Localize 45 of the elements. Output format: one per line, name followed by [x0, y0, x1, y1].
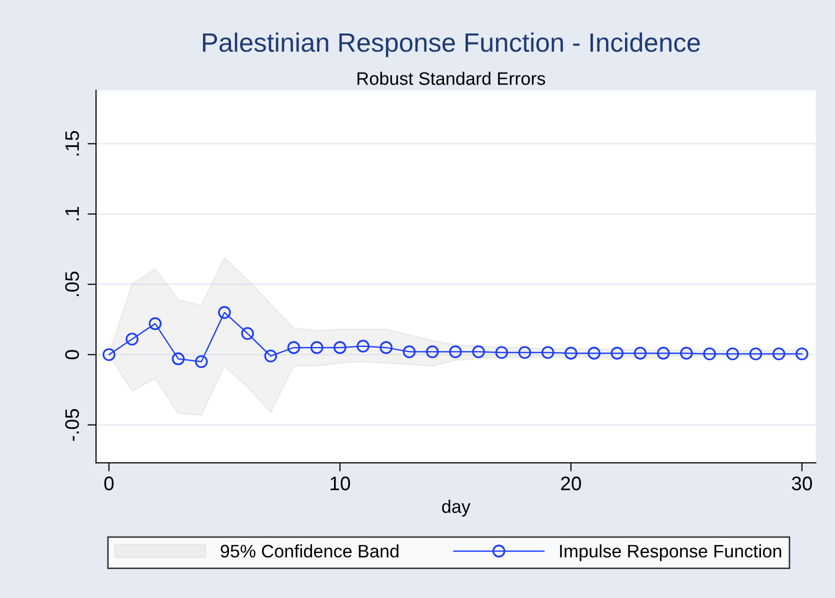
- point: [564, 346, 578, 360]
- y-tick-label: .15: [65, 131, 79, 156]
- text: Impulse Response Function: [560, 544, 782, 562]
- y-tick-label: .05: [65, 272, 79, 296]
- point: [310, 341, 324, 354]
- chart-subtitle: Robust Standard Errors: [358, 72, 546, 85]
- point: [449, 345, 462, 358]
- point: [772, 348, 786, 360]
- point: [426, 345, 439, 358]
- point: [588, 346, 600, 360]
- text: 95% Confidence Band: [220, 544, 398, 558]
- point: [656, 346, 670, 360]
- x-tick-label: 30: [792, 476, 812, 490]
- point: [495, 346, 508, 359]
- x-axis-title: day: [442, 500, 470, 517]
- point: [402, 345, 416, 358]
- x-tick-label: 20: [561, 476, 581, 490]
- point: [703, 348, 716, 360]
- point: [264, 350, 278, 362]
- point: [172, 352, 185, 366]
- point: [749, 348, 762, 360]
- chart-title: Palestinian Response Function - Incidence: [202, 32, 700, 58]
- point: [726, 348, 740, 360]
- point: [610, 346, 624, 360]
- point: [194, 355, 208, 368]
- x-tick-label: 0: [104, 476, 114, 490]
- y-tick-label: .1: [65, 206, 79, 220]
- point: [541, 346, 554, 359]
- y-tick-label: -.05: [65, 408, 79, 441]
- point: [380, 341, 393, 354]
- y-tick-label: 0: [65, 350, 79, 360]
- point: [680, 346, 693, 360]
- point: [287, 341, 300, 354]
- point: [148, 317, 162, 330]
- point: [634, 346, 647, 360]
- point: [241, 327, 254, 340]
- x-tick-label: 10: [330, 476, 350, 490]
- point: [102, 348, 116, 361]
- point: [218, 306, 231, 319]
- point: [356, 340, 370, 353]
- point: [796, 348, 808, 360]
- point: [334, 341, 346, 354]
- point: [472, 345, 485, 358]
- point: [126, 332, 138, 346]
- point: [518, 346, 532, 359]
